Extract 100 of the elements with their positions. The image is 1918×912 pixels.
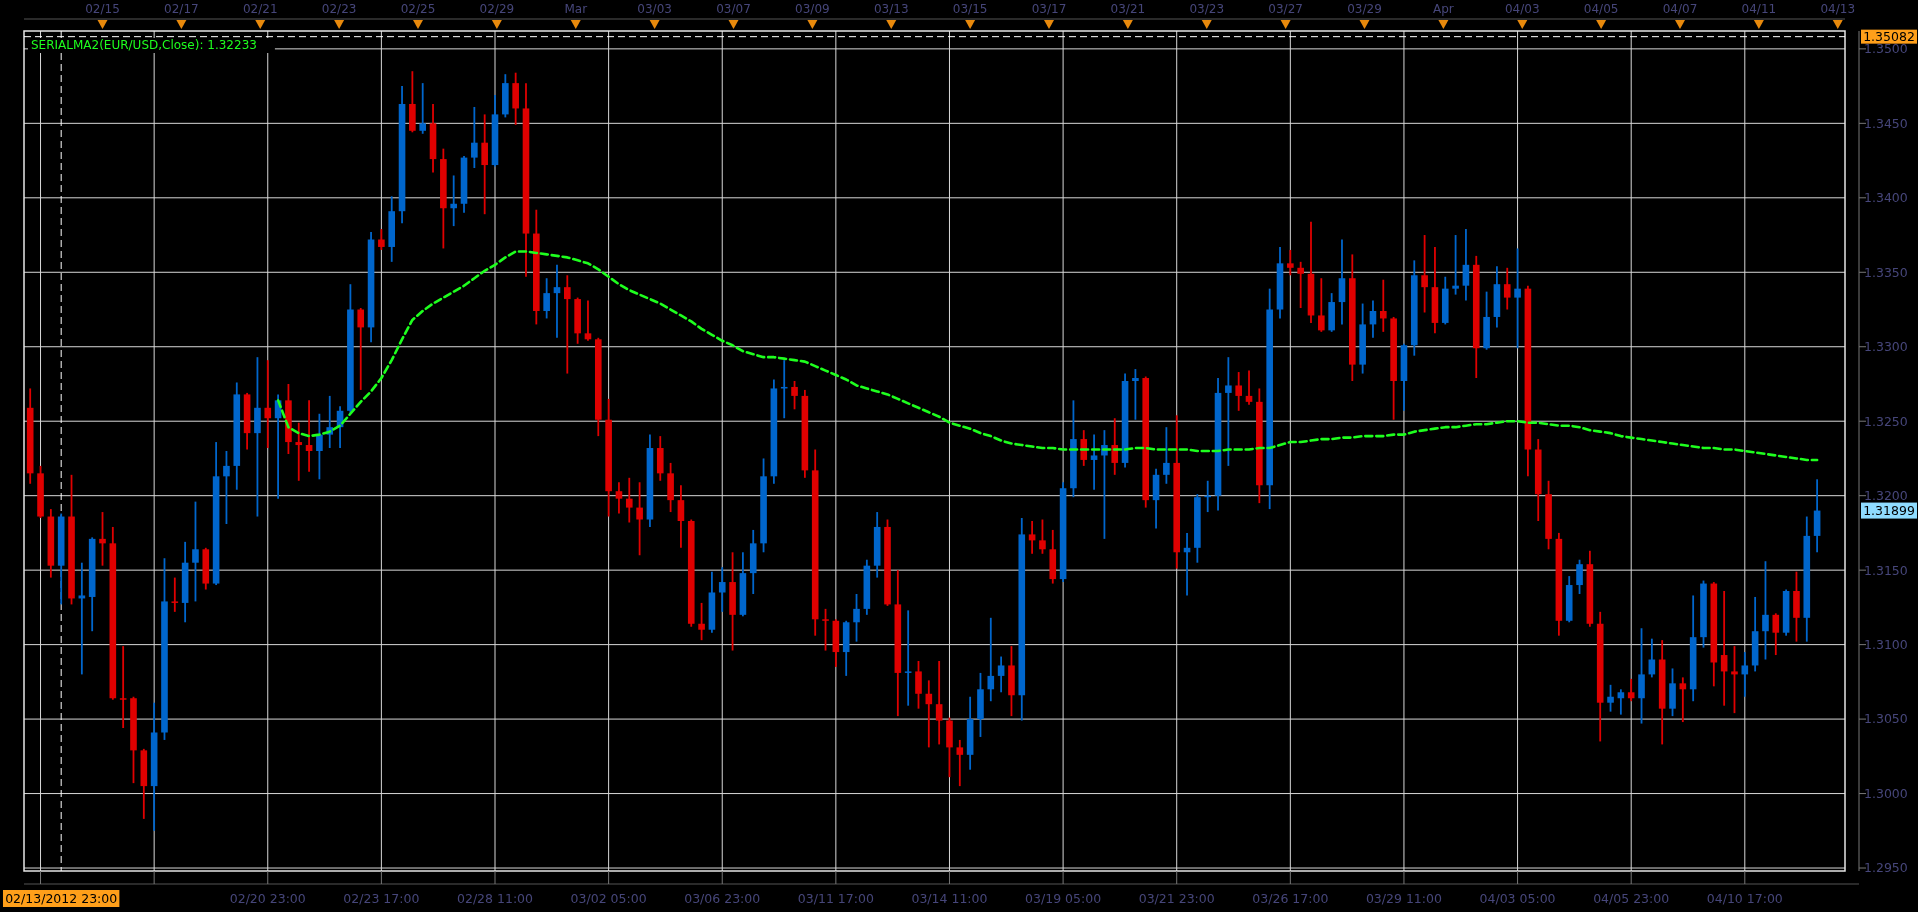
text: 04/13 — [1820, 2, 1856, 16]
y-tick-label: 1.3150 — [1864, 562, 1908, 578]
text: 03/23 — [1189, 2, 1225, 16]
x-tick-label: 04/05 23:00 — [1593, 891, 1670, 906]
candlestick — [698, 602, 705, 642]
candlestick — [1379, 278, 1387, 333]
candlestick — [915, 660, 922, 710]
candlestick — [1421, 234, 1428, 314]
text: 04/05 — [1583, 2, 1619, 16]
candlestick — [1741, 651, 1749, 698]
candlestick — [1731, 645, 1738, 715]
candlestick — [1607, 683, 1614, 713]
x-tick-label: 02/20 23:00 — [229, 891, 306, 906]
candlestick — [481, 113, 488, 216]
candlestick — [718, 566, 726, 613]
ref-line-label: 1.35082 — [1863, 29, 1915, 45]
candlestick — [78, 561, 86, 676]
text: 1.31899 — [1863, 502, 1915, 518]
candlestick — [1638, 627, 1645, 725]
candlestick — [1132, 368, 1139, 421]
candlestick — [357, 307, 365, 391]
candlestick — [677, 484, 685, 549]
candlestick — [1762, 560, 1769, 661]
x-tick-label: 02/13/2012 23:00 — [5, 890, 118, 906]
candlestick — [1235, 371, 1242, 412]
y-tick-label: 1.3250 — [1864, 413, 1908, 429]
candlestick — [1111, 417, 1119, 476]
candlestick — [636, 481, 643, 557]
candlestick — [1503, 266, 1511, 311]
candlestick — [625, 476, 633, 524]
candlestick — [450, 174, 457, 228]
candlestick — [171, 576, 179, 613]
candlestick — [223, 450, 230, 525]
text: 03/21 — [1110, 2, 1146, 16]
candlestick — [1617, 688, 1625, 716]
candlestick — [1297, 260, 1304, 309]
candlestick — [987, 616, 995, 703]
x-tick-label: 03/06 23:00 — [684, 891, 761, 906]
candlestick — [1338, 238, 1346, 326]
text: 03/07 — [716, 2, 751, 16]
y-tick-label: 1.3000 — [1864, 785, 1908, 801]
candlestick — [956, 739, 964, 788]
candlestick — [791, 380, 798, 411]
candlestick — [1679, 676, 1687, 723]
candlestick — [419, 82, 426, 135]
y-tick-label: 1.3450 — [1864, 115, 1908, 131]
text: Mar — [564, 2, 588, 16]
y-tick-label: 1.2950 — [1864, 860, 1908, 876]
candlestick — [997, 655, 1005, 694]
y-tick-label: 1.3300 — [1864, 339, 1908, 355]
text: 03/15 — [952, 2, 988, 16]
x-tick-label: 04/03 05:00 — [1479, 891, 1556, 906]
text: 02/15 — [85, 2, 120, 16]
candlestick — [1452, 234, 1459, 296]
x-tick-label: 03/14 11:00 — [911, 891, 988, 906]
y-tick-label: 1.3100 — [1864, 636, 1908, 652]
candlestick — [1627, 677, 1635, 703]
candlestick — [1462, 228, 1470, 302]
candlestick — [553, 263, 561, 339]
candlestick — [99, 511, 106, 567]
candlestick — [1514, 247, 1521, 350]
x-tick-label: 02/23 17:00 — [343, 891, 420, 906]
x-tick-label: 03/19 05:00 — [1025, 891, 1102, 906]
text: 02/23 — [321, 2, 357, 16]
candlestick — [305, 399, 313, 473]
candlestick — [1039, 518, 1046, 555]
candlestick — [1318, 277, 1325, 333]
candlestick — [564, 274, 571, 375]
candlestick — [1287, 249, 1294, 277]
text: Apr — [1433, 2, 1454, 16]
candlestick — [584, 299, 592, 342]
candlestick — [1090, 433, 1098, 491]
candlestick — [1576, 558, 1583, 595]
candlestick — [1163, 426, 1170, 485]
text: 03/17 — [1031, 2, 1067, 16]
line-series — [276, 250, 1819, 462]
candlestick — [1028, 520, 1036, 555]
text: 02/25 — [400, 2, 436, 16]
x-tick-label: 02/28 11:00 — [456, 891, 534, 906]
text: 03/13 — [873, 2, 909, 16]
y-tick-label: 1.3400 — [1864, 190, 1908, 206]
candlestick — [378, 228, 385, 251]
x-tick-label: 03/02 05:00 — [570, 891, 647, 906]
candlestick — [1080, 429, 1088, 467]
y-tick-label: 1.3050 — [1864, 711, 1908, 727]
candlestick — [853, 593, 860, 643]
candlestick — [543, 277, 550, 320]
candlestick — [264, 359, 272, 449]
candlestick — [119, 645, 127, 729]
text: 04/11 — [1741, 2, 1777, 16]
candlestick — [1772, 612, 1780, 656]
candlestick — [615, 481, 623, 515]
x-tick-label: 03/11 17:00 — [797, 891, 874, 906]
x-tick-label: 04/10 17:00 — [1706, 891, 1783, 906]
text: 03/03 — [637, 2, 672, 16]
candlestick — [1225, 356, 1232, 467]
candlestick — [471, 106, 478, 169]
text: 02/29 — [479, 2, 515, 16]
text: 02/21 — [242, 2, 278, 16]
candlestick — [822, 607, 829, 652]
